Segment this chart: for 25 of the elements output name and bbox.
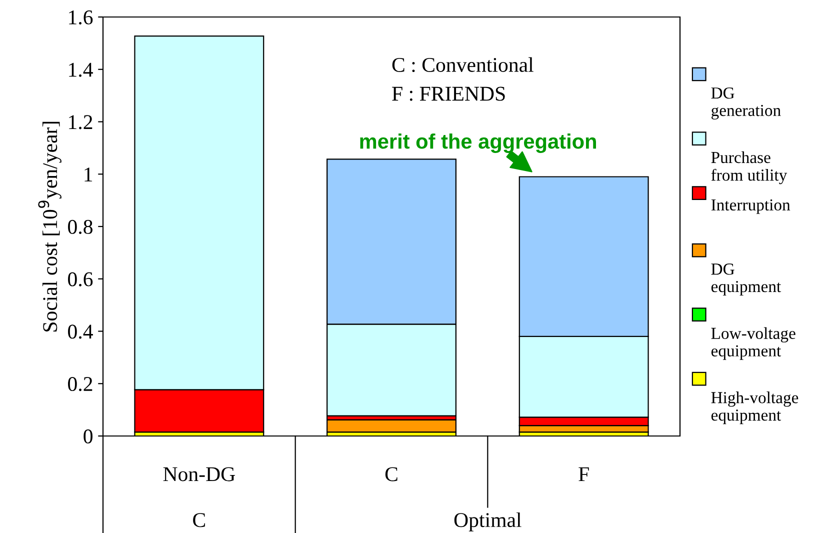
y-tick-label: 0 — [84, 429, 92, 444]
legend-label: DG generation — [711, 87, 781, 120]
y-tick-label: 0.2 — [68, 377, 92, 392]
legend-label: Low-voltage equipment — [711, 327, 796, 360]
legend-label: Purchase from utility — [711, 151, 788, 184]
y-tick-label: 1.4 — [69, 62, 93, 77]
y-tick-label: 0.8 — [68, 220, 92, 234]
legend-label: High-voltage equipment — [711, 392, 798, 424]
text: Optimal — [454, 512, 522, 532]
x-tick-label: Non-DG — [163, 467, 235, 482]
annotation: F : FRIENDS — [392, 86, 505, 101]
text: C — [193, 513, 205, 528]
x-tick-label: C — [385, 467, 398, 482]
y-tick-label: 1.2 — [69, 115, 92, 130]
bar — [326, 419, 456, 433]
y-axis-title: Social cost [10$^{9}$yen/year] — [38, 122, 62, 332]
y-tick-label: 0.4 — [68, 324, 93, 339]
annotation: C : Conventional — [392, 57, 534, 72]
x-tick-label: F — [578, 467, 589, 482]
y-tick-label: 1.6 — [69, 10, 93, 25]
legend-label: Interruption — [711, 199, 790, 214]
annotation: merit of the aggregation — [360, 133, 596, 153]
legend-label: DG equipment — [711, 264, 782, 296]
y-tick-label: 0.6 — [68, 272, 93, 286]
y-tick-label: 1 — [84, 168, 92, 182]
